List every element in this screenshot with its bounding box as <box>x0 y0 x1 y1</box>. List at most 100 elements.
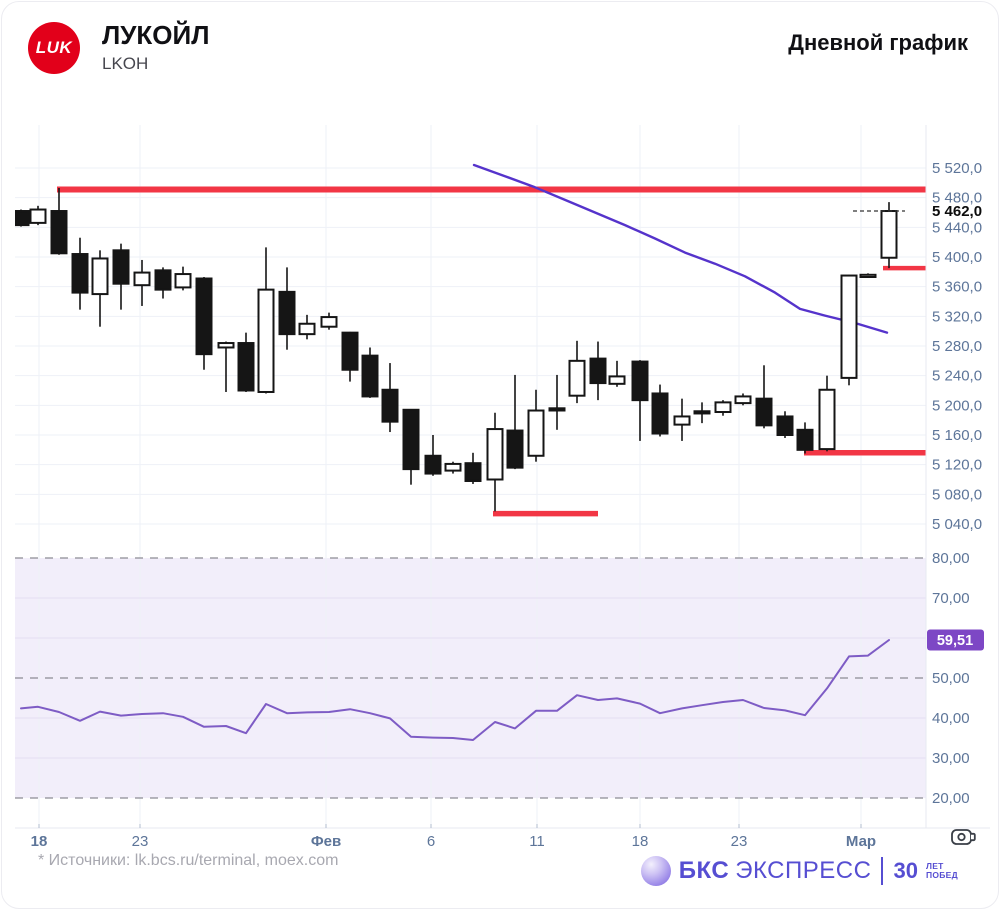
rsi-tick-label: 30,00 <box>932 750 970 767</box>
price-tick-label: 5 360,0 <box>932 279 982 296</box>
date-tick-label: 6 <box>427 833 435 850</box>
candle-bearish <box>381 388 399 423</box>
date-tick-label: 18 <box>632 833 649 850</box>
gridlines <box>15 125 926 828</box>
rsi-value-badge <box>927 629 984 651</box>
candle-bearish <box>424 454 442 475</box>
stock-title: ЛУКОЙЛ <box>102 20 210 50</box>
date-tick-label: Фев <box>311 833 341 850</box>
rsi-tick-label: 20,00 <box>932 790 970 807</box>
candle-bearish <box>755 397 773 427</box>
candle-bearish <box>195 277 213 356</box>
price-tick-label: 5 040,0 <box>932 516 982 533</box>
bcs-name-rest: ЭКСПРЕСС <box>735 857 872 884</box>
lukoil-logo: LUK <box>28 22 80 74</box>
candle-bearish <box>776 415 794 437</box>
candle-bullish <box>527 409 545 457</box>
bcs-anniversary-line1: ЛЕТ <box>925 861 944 872</box>
bcs-anniversary-badge: ЛЕТ ПОБЕД <box>926 862 958 880</box>
candle-bearish <box>631 360 649 402</box>
candle-bullish <box>257 288 275 393</box>
candle-bullish <box>734 395 752 405</box>
rsi-value-label: 59,51 <box>937 633 973 649</box>
rsi-tick-label: 50,00 <box>932 670 970 687</box>
price-tick-label: 5 240,0 <box>932 368 982 385</box>
candle-bullish <box>714 401 732 414</box>
instrument-header: LUK ЛУКОЙЛ LKOH <box>28 20 210 74</box>
rsi-tick-label: 70,00 <box>932 590 970 607</box>
bcs-express-name: БКС ЭКСПРЕСС <box>679 857 872 885</box>
candle-bearish <box>361 354 379 398</box>
price-tick-label: 5 280,0 <box>932 338 982 355</box>
candle-bullish <box>91 257 109 296</box>
candle-bullish <box>818 388 836 451</box>
candle-bullish <box>608 375 626 385</box>
price-tick-label: 5 480,0 <box>932 190 982 207</box>
time-axis: 18 23 Фев 6 11 18 23 Мар <box>31 833 876 850</box>
date-tick-label: 23 <box>731 833 748 850</box>
candle-bearish <box>341 331 359 371</box>
candle-bullish <box>320 316 338 328</box>
date-tick-label: 18 <box>31 833 48 850</box>
candle-bearish <box>15 210 30 227</box>
bcs-anniversary-number: 30 <box>893 858 918 883</box>
candle-bearish <box>506 429 524 469</box>
bcs-name-bold: БКС <box>678 857 730 884</box>
candle-bullish <box>486 428 504 481</box>
current-price-label: 5 462,0 <box>932 203 982 220</box>
price-tick-label: 5 440,0 <box>932 219 982 236</box>
stock-ticker: LKOH <box>102 54 149 74</box>
candle-bearish <box>154 269 172 291</box>
candle-bearish <box>71 253 89 294</box>
candle-bullish <box>673 415 691 426</box>
candle-bearish <box>796 428 814 451</box>
rsi-tick-label: 80,00 <box>932 550 970 567</box>
price-tick-label: 5 320,0 <box>932 308 982 325</box>
price-axis: 5 520,0 5 480,0 5 440,0 5 400,0 5 360,0 5 320… <box>932 160 982 533</box>
candle-bearish <box>278 290 296 336</box>
ma-line <box>472 163 889 334</box>
date-tick-label: 23 <box>132 833 149 850</box>
date-tick-label: Мар <box>846 833 876 850</box>
candle-bearish <box>112 249 130 285</box>
price-tick-label: 5 200,0 <box>932 397 982 414</box>
price-tick-label: 5 080,0 <box>932 486 982 503</box>
price-tick-label: 5 160,0 <box>932 427 982 444</box>
candle-bullish <box>568 359 586 397</box>
bcs-anniversary-line2: ПОБЕД <box>925 870 958 880</box>
lukoil-logo-text: LUK <box>35 38 73 57</box>
source-note: * Источники: lk.bcs.ru/terminal, moex.co… <box>38 852 339 869</box>
price-tick-label: 5 120,0 <box>932 457 982 474</box>
candle-bearish <box>237 342 255 392</box>
period-label: Дневной график <box>788 30 968 55</box>
candle-bullish <box>217 342 235 349</box>
candle-bearish <box>50 210 68 255</box>
candle-bullish <box>174 273 192 289</box>
support-resistance-levels <box>57 186 926 517</box>
candle-bullish <box>840 274 858 379</box>
candlestick-series <box>15 188 898 512</box>
date-tick-label: 11 <box>529 833 545 850</box>
candle-bullish <box>29 208 47 224</box>
price-tick-label: 5 400,0 <box>932 249 982 266</box>
candle-bullish <box>133 271 151 287</box>
candle-bullish <box>444 462 462 472</box>
axis-separators <box>15 125 990 829</box>
candle-bullish <box>298 322 316 336</box>
candle-bearish <box>402 408 420 471</box>
instrument-titles: ЛУКОЙЛ LKOH <box>102 20 210 74</box>
candle-bullish <box>859 273 877 278</box>
rsi-line <box>20 639 890 741</box>
candle-bearish <box>693 410 711 415</box>
screenshot-button[interactable] <box>944 824 984 850</box>
bcs-divider <box>881 857 884 885</box>
candle-bearish <box>464 462 482 482</box>
candle-bullish <box>880 210 898 259</box>
bcs-sphere-icon <box>640 856 671 886</box>
candle-bearish <box>548 407 566 412</box>
price-tick-label: 5 520,0 <box>932 160 982 177</box>
candle-bearish <box>589 357 607 385</box>
rsi-tick-label: 40,00 <box>932 710 970 727</box>
